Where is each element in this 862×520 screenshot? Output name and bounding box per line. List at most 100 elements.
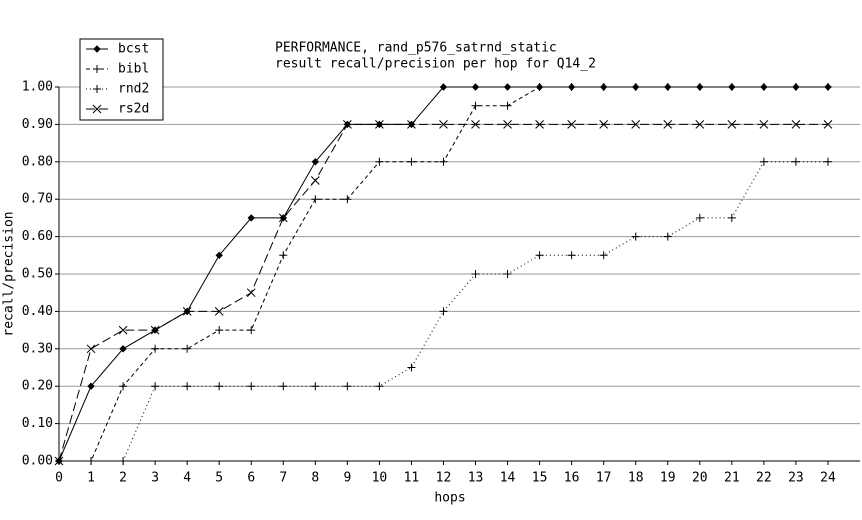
marker [439, 157, 448, 166]
marker [151, 382, 160, 391]
y-tick-label: 0.70 [22, 192, 53, 207]
marker [407, 363, 416, 372]
marker [759, 120, 769, 129]
marker [87, 457, 96, 465]
marker [471, 270, 480, 278]
chart-title: PERFORMANCE, rand_p576_satrnd_static [275, 41, 557, 56]
marker [535, 251, 544, 260]
marker [87, 382, 95, 390]
marker [246, 288, 256, 298]
marker [278, 213, 288, 223]
marker [183, 344, 192, 353]
marker [759, 83, 768, 91]
y-tick-label: 0.60 [22, 229, 53, 244]
x-tick-label: 5 [215, 471, 223, 486]
marker [215, 326, 224, 335]
y-tick-label: 0.90 [22, 117, 53, 132]
marker [151, 344, 160, 353]
marker [439, 307, 448, 316]
marker [54, 456, 64, 466]
y-tick-label: 0.00 [22, 454, 53, 469]
legend-label: bibl [118, 62, 149, 77]
x-tick-label: 6 [247, 471, 255, 486]
legend-marker [93, 65, 101, 73]
marker [535, 120, 544, 129]
x-tick-label: 1 [87, 471, 95, 486]
x-tick-label: 14 [500, 471, 516, 486]
marker [279, 251, 288, 260]
marker [631, 83, 640, 91]
marker [247, 326, 256, 335]
marker [119, 382, 128, 391]
x-tick-label: 8 [311, 471, 319, 486]
marker [503, 120, 512, 129]
marker [599, 83, 608, 91]
x-tick-label: 3 [151, 471, 159, 486]
marker [759, 157, 768, 166]
x-tick-label: 10 [372, 471, 388, 486]
marker [407, 120, 416, 129]
marker [503, 270, 512, 278]
y-tick-label: 0.80 [22, 154, 53, 169]
marker [343, 120, 352, 129]
x-tick-label: 17 [596, 471, 612, 486]
x-tick-label: 4 [183, 471, 191, 486]
marker [695, 83, 704, 91]
y-tick-label: 0.30 [22, 341, 53, 356]
x-tick-label: 19 [660, 471, 676, 486]
y-axis-label: recall/precision [2, 211, 17, 336]
marker [567, 120, 576, 129]
legend-label: rnd2 [118, 82, 149, 97]
marker [439, 83, 448, 91]
marker [247, 382, 256, 391]
marker [215, 251, 223, 260]
x-tick-label: 20 [692, 471, 708, 486]
x-axis-label: hops [434, 491, 465, 506]
legend-label: bcst [118, 42, 149, 57]
marker [150, 325, 160, 335]
x-tick-label: 12 [436, 471, 452, 486]
marker [343, 195, 352, 204]
marker [823, 157, 832, 166]
marker [631, 232, 640, 241]
marker [823, 120, 833, 129]
x-tick-label: 18 [628, 471, 644, 486]
marker [663, 83, 672, 91]
marker [311, 158, 320, 166]
marker [375, 120, 384, 129]
marker [791, 120, 801, 129]
marker [823, 83, 832, 91]
x-tick-label: 13 [468, 471, 484, 486]
x-tick-label: 7 [279, 471, 287, 486]
marker [695, 213, 704, 222]
marker [503, 101, 512, 110]
x-tick-label: 22 [756, 471, 772, 486]
marker [375, 382, 384, 391]
x-tick-label: 15 [532, 471, 548, 486]
x-tick-label: 21 [724, 471, 740, 486]
marker [215, 382, 224, 391]
y-tick-label: 1.00 [22, 80, 53, 95]
marker [311, 382, 320, 391]
marker [279, 382, 288, 391]
marker [439, 120, 448, 129]
marker [183, 382, 192, 391]
x-tick-label: 23 [788, 471, 804, 486]
marker [599, 120, 609, 129]
marker [471, 101, 480, 110]
x-tick-label: 16 [564, 471, 580, 486]
chart-subtitle: result recall/precision per hop for Q14_… [275, 57, 596, 72]
marker [663, 232, 672, 241]
y-tick-label: 0.10 [22, 416, 53, 431]
marker [791, 157, 800, 166]
marker [182, 307, 192, 316]
marker [727, 213, 736, 222]
marker [86, 344, 96, 354]
marker [310, 176, 320, 185]
marker [471, 120, 480, 129]
legend-label: rs2d [118, 102, 149, 117]
marker [471, 83, 480, 91]
marker [599, 251, 608, 260]
marker [503, 83, 512, 91]
